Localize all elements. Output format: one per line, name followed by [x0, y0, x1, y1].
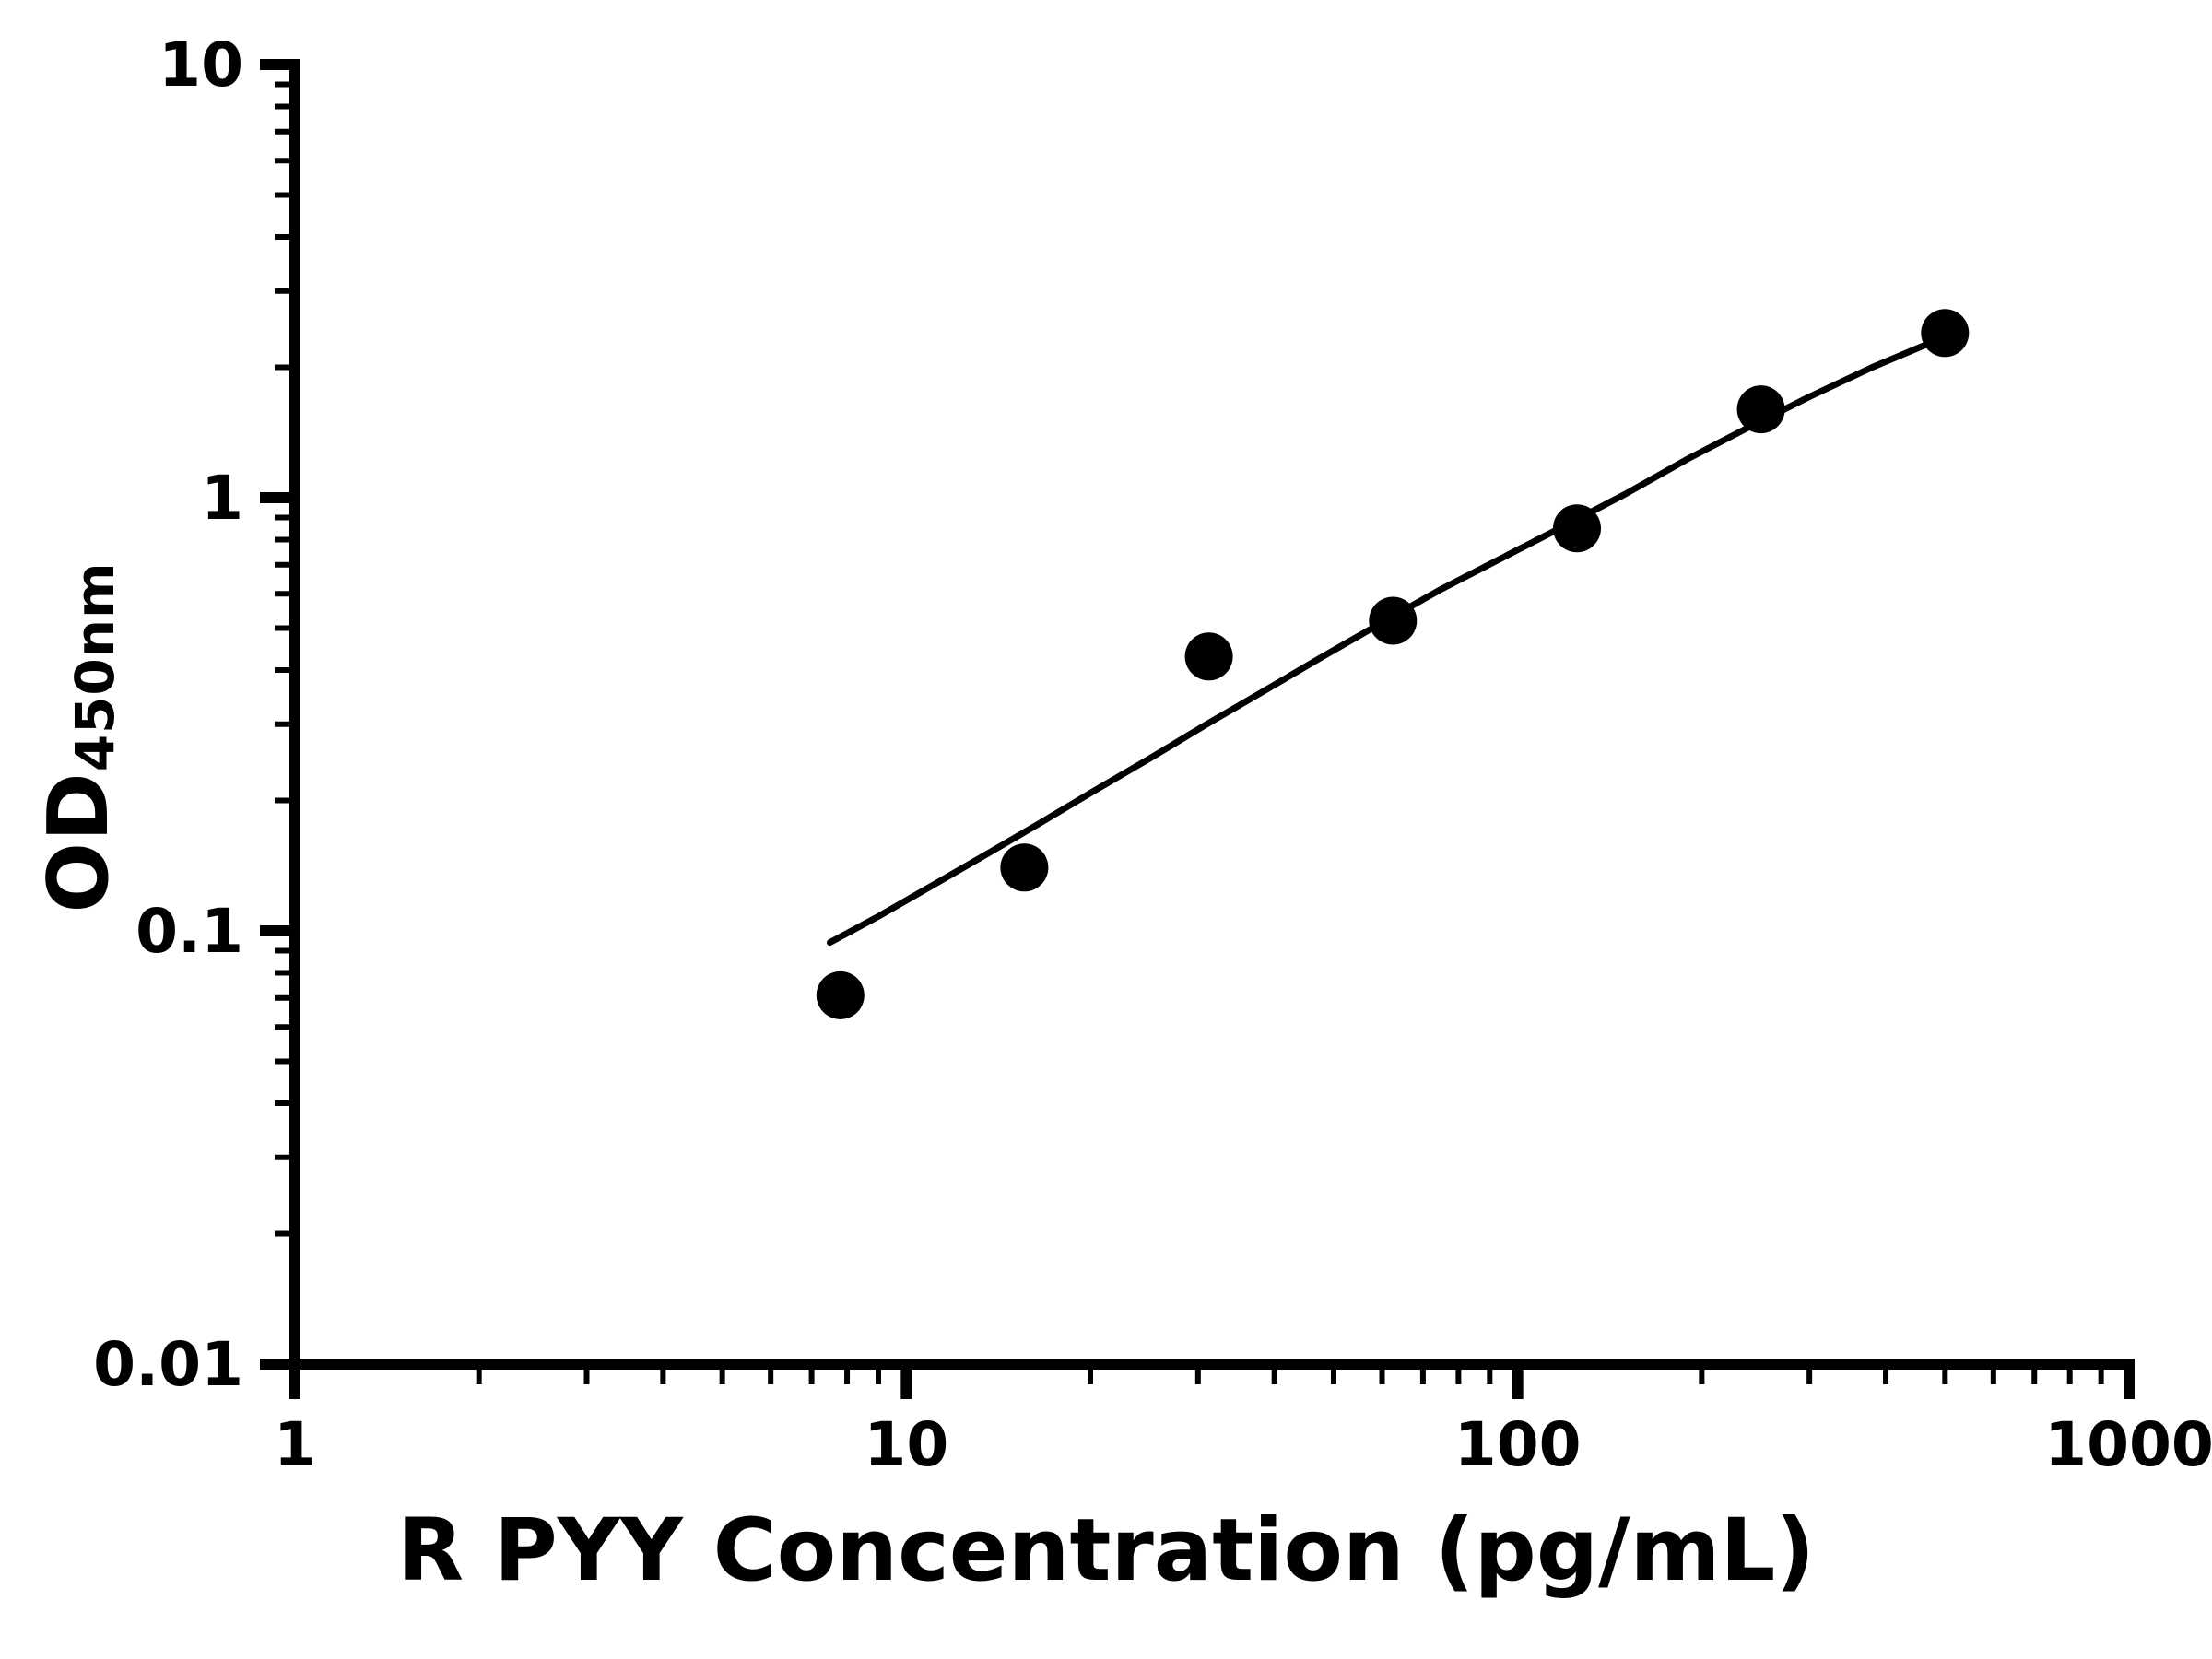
y-tick-label: 0.01	[93, 1329, 243, 1400]
x-tick-label: 10	[864, 1409, 948, 1480]
data-point	[1736, 385, 1785, 434]
data-point	[1000, 843, 1049, 892]
y-tick-label: 0.1	[135, 896, 243, 967]
data-point	[1553, 504, 1601, 553]
data-point	[1921, 309, 1970, 358]
data-point	[1184, 632, 1233, 681]
x-tick-label: 1000	[2044, 1409, 2212, 1480]
data-point	[1369, 596, 1418, 645]
x-tick-label: 1	[274, 1409, 316, 1480]
data-point	[816, 971, 865, 1019]
y-axis-title: OD 450nm	[28, 452, 129, 1023]
x-tick-label: 100	[1454, 1409, 1582, 1480]
y-axis-title-subscript: 450nm	[64, 561, 126, 772]
y-tick-label: 1	[201, 463, 243, 534]
x-axis-title: R PYY Concentration (pg/mL)	[396, 1500, 1816, 1601]
y-axis-title-main: OD	[29, 771, 127, 913]
y-tick-label: 10	[159, 29, 243, 100]
